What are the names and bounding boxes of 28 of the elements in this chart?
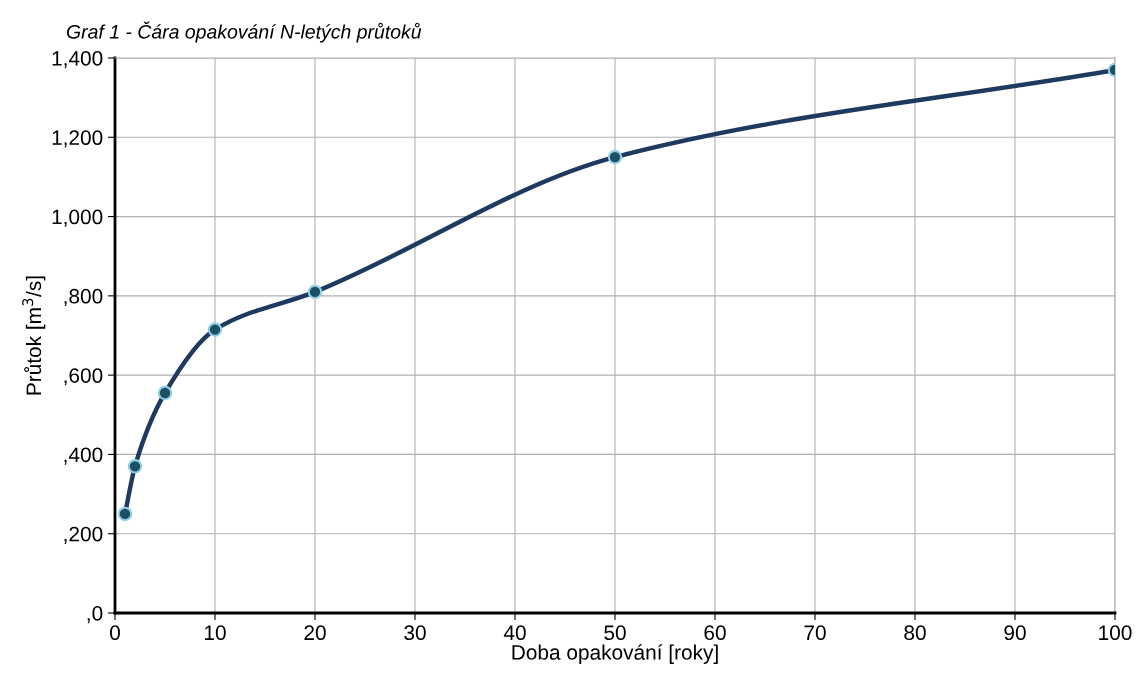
point [157,385,173,401]
point [607,149,623,165]
x-tick-label: 50 [604,625,626,641]
x-axis-title: Doba opakování [roky] [512,644,718,664]
y-tick-label: ,800 [64,288,103,307]
y-tick-label: ,0 [87,606,103,624]
y-tick-label: ,400 [64,447,103,465]
chart-title: Graf 1 - Čára opakování N-letých průtoků [66,21,422,43]
point [117,506,133,522]
y-tick-label: ,600 [64,368,103,386]
y-axis-title: Průtok [m$^{3}$/s] [22,276,46,395]
y-tick-label: ,200 [64,526,103,544]
x-tick-label: 30 [404,625,426,641]
x-tick-label: 100 [1099,625,1132,641]
point [127,459,143,474]
x-tick-label: 80 [904,625,926,641]
y-tick-label: 1,200 [52,130,103,148]
x-tick-label: 10 [205,625,226,641]
point [307,284,323,300]
x-tick-label: 90 [1004,625,1026,641]
x-tick-label: 60 [704,625,726,641]
x-tick-label: 40 [503,625,526,641]
y-tick-label: 1,400 [52,51,103,69]
x-tick-label: 20 [304,625,326,641]
point [207,322,223,337]
y-tick-label: 1,000 [52,209,103,227]
x-tick-label: 0 [110,625,120,641]
x-tick-label: 70 [804,625,826,641]
